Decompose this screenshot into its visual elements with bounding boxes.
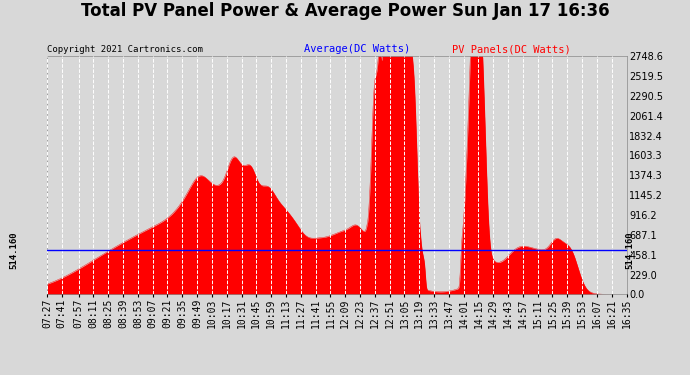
Text: PV Panels(DC Watts): PV Panels(DC Watts)	[452, 44, 571, 54]
Text: Copyright 2021 Cartronics.com: Copyright 2021 Cartronics.com	[47, 45, 203, 54]
Text: Average(DC Watts): Average(DC Watts)	[304, 44, 410, 54]
Text: Total PV Panel Power & Average Power Sun Jan 17 16:36: Total PV Panel Power & Average Power Sun…	[81, 2, 609, 20]
Text: 514.160: 514.160	[9, 231, 19, 268]
Text: 514.160: 514.160	[625, 231, 635, 268]
